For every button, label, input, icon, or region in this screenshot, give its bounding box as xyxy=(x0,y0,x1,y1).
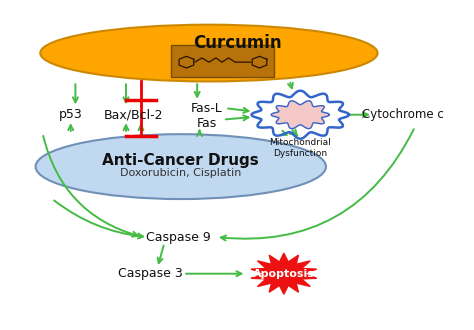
FancyArrowPatch shape xyxy=(54,200,143,239)
Text: Bax/Bcl-2: Bax/Bcl-2 xyxy=(104,108,164,121)
Polygon shape xyxy=(271,101,329,129)
FancyArrowPatch shape xyxy=(221,129,414,241)
Ellipse shape xyxy=(36,134,326,199)
Text: Cytochrome c: Cytochrome c xyxy=(363,108,444,121)
Polygon shape xyxy=(251,253,317,294)
Text: Fas-L: Fas-L xyxy=(191,102,222,115)
Ellipse shape xyxy=(40,25,377,82)
Text: Anti-Cancer Drugs: Anti-Cancer Drugs xyxy=(102,153,259,168)
Text: Apoptosis: Apoptosis xyxy=(253,269,315,279)
Text: Mitochondrial
Dysfunction: Mitochondrial Dysfunction xyxy=(269,138,331,158)
Text: Curcumin: Curcumin xyxy=(193,34,281,52)
Text: Caspase 9: Caspase 9 xyxy=(146,232,211,245)
Polygon shape xyxy=(252,91,349,139)
Text: Fas: Fas xyxy=(196,117,217,130)
FancyBboxPatch shape xyxy=(172,45,274,78)
Text: Caspase 3: Caspase 3 xyxy=(118,267,182,280)
FancyArrowPatch shape xyxy=(43,136,137,237)
Text: p53: p53 xyxy=(59,108,82,121)
Text: Doxorubicin, Cisplatin: Doxorubicin, Cisplatin xyxy=(120,168,241,178)
